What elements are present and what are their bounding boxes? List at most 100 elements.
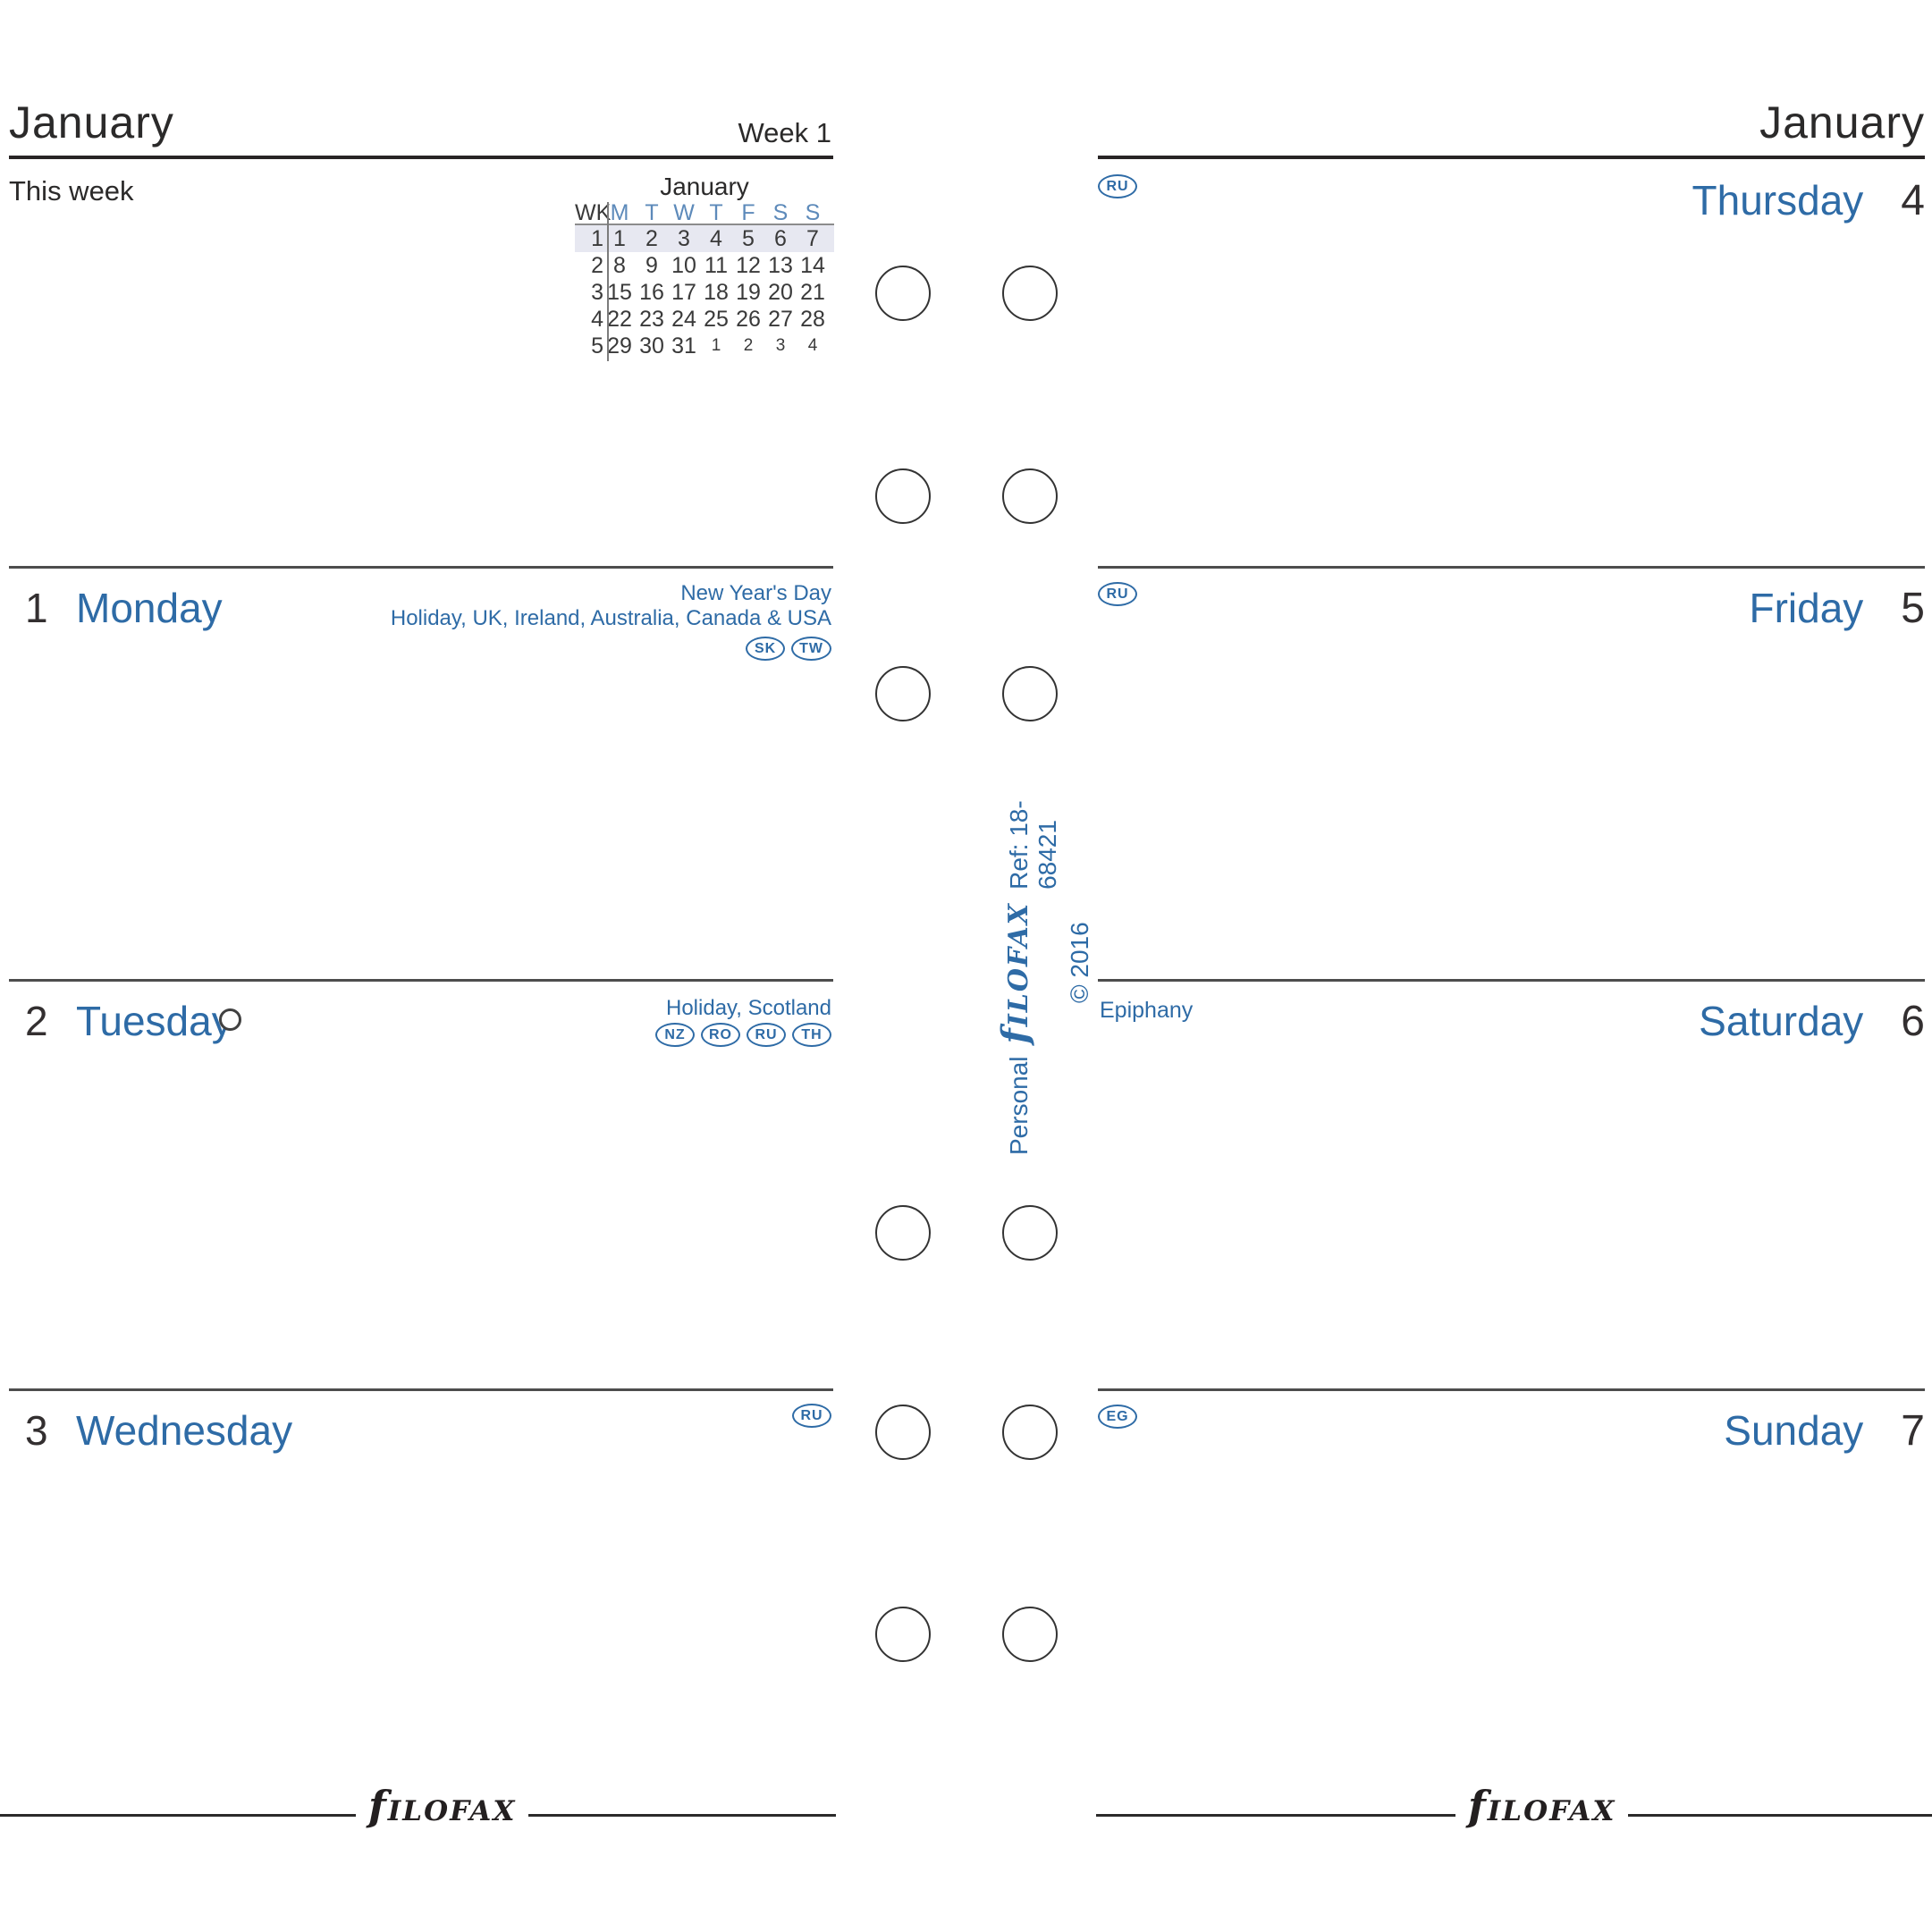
mini-calendar-day-cell: 12 <box>736 253 761 278</box>
mini-calendar-day-cell: 16 <box>639 280 664 305</box>
mini-calendar-day-cell: 7 <box>806 226 819 251</box>
mini-calendar-day-cell: 3 <box>678 226 690 251</box>
mini-calendar-header-row: WK M T W T F S S <box>575 202 834 224</box>
holiday-note: New Year's Day Holiday, UK, Ireland, Aus… <box>391 581 831 631</box>
mini-calendar-day-cell-next-month: 3 <box>775 336 786 355</box>
day-divider-line <box>1098 979 1925 982</box>
mini-calendar-day-cell: 8 <box>613 253 626 278</box>
mini-calendar-day-cell: 9 <box>645 253 658 278</box>
region-badge: TH <box>792 1023 831 1047</box>
mini-calendar-day-cell: 18 <box>704 280 729 305</box>
holiday-line: Holiday, UK, Ireland, Australia, Canada … <box>390 606 831 630</box>
left-header-rule <box>9 156 833 159</box>
punch-hole <box>875 266 931 321</box>
this-week-label: This week <box>9 175 134 207</box>
date-number: 2 <box>25 998 48 1044</box>
mini-calendar-week-col-header: WK <box>575 200 612 225</box>
mini-calendar-day-cell: 11 <box>704 253 728 278</box>
day-divider-line <box>9 566 833 569</box>
mini-calendar-day-letter: S <box>805 200 821 225</box>
punch-hole <box>1002 1205 1058 1261</box>
day-divider-line <box>9 979 833 982</box>
day-header-saturday: Saturday 6 <box>1098 1000 1925 1043</box>
filofax-logo: fILOFAX <box>994 901 1036 1044</box>
day-name-friday: Friday <box>1749 585 1864 631</box>
full-moon-icon <box>219 1008 241 1031</box>
mini-calendar-week-row: 5 29 30 31 1 2 3 4 <box>575 333 834 359</box>
date-number: 7 <box>1901 1407 1925 1455</box>
date-number: 4 <box>1901 177 1925 224</box>
day-name-wednesday: Wednesday <box>76 1407 293 1454</box>
date-number: 6 <box>1901 998 1925 1045</box>
region-badge: NZ <box>655 1023 695 1047</box>
mini-calendar-day-cell: 28 <box>800 307 825 332</box>
holiday-note: Holiday, Scotland <box>666 996 831 1021</box>
mini-calendar-week-row: 4 22 23 24 25 26 27 28 <box>575 306 834 333</box>
punch-hole <box>875 666 931 721</box>
punch-hole <box>875 1405 931 1460</box>
mini-calendar-day-cell: 5 <box>742 226 755 251</box>
filofax-logo-rest: ILOFAX <box>387 1795 517 1827</box>
holiday-region-badges: SK TW <box>746 637 831 661</box>
punch-hole <box>875 468 931 524</box>
holiday-region-badges: NZ RO RU TH <box>655 1023 831 1047</box>
mini-calendar-day-cell: 4 <box>710 226 722 251</box>
region-badge: RU <box>792 1404 831 1428</box>
mini-calendar-day-letter: T <box>645 200 659 225</box>
date-number: 3 <box>25 1407 48 1454</box>
filofax-logo: fILOFAX <box>356 1785 529 1834</box>
day-name-monday: Monday <box>76 585 223 631</box>
mini-calendar-day-cell: 1 <box>613 226 626 251</box>
filofax-logo-initial: f <box>1468 1782 1488 1830</box>
mini-calendar-day-cell: 25 <box>704 307 729 332</box>
holiday-region-badges: RU <box>1098 174 1137 198</box>
punch-hole <box>875 1205 931 1261</box>
mini-calendar-week-col-rule <box>607 202 609 361</box>
holiday-line: Holiday, Scotland <box>666 996 831 1020</box>
mini-calendar-week-row: 2 8 9 10 11 12 13 14 <box>575 252 834 279</box>
ref-number: Ref: 18-68421 <box>1005 800 1061 890</box>
region-badge: RU <box>1098 174 1137 198</box>
day-header-thursday: Thursday 4 <box>1098 180 1925 223</box>
day-name-sunday: Sunday <box>1724 1407 1864 1454</box>
region-badge: TW <box>791 637 831 661</box>
filofax-logo-rest: ILOFAX <box>1487 1795 1616 1827</box>
mini-calendar-day-cell: 2 <box>645 226 658 251</box>
mini-calendar-day-cell: 15 <box>607 280 632 305</box>
filofax-logo-initial: f <box>368 1782 388 1830</box>
mini-calendar-day-cell: 27 <box>768 307 793 332</box>
mini-calendar-day-cell: 6 <box>774 226 787 251</box>
mini-calendar-day-cell: 14 <box>800 253 825 278</box>
mini-calendar-week-number: 4 <box>591 307 603 332</box>
mini-calendar-day-letter: M <box>610 200 629 225</box>
punch-hole <box>1002 1607 1058 1662</box>
punch-hole <box>1002 666 1058 721</box>
mini-month-calendar: January WK M T W T F S S 1 1 2 3 4 5 6 7… <box>575 172 834 361</box>
mini-calendar-week-number: 3 <box>591 280 603 305</box>
mini-calendar-week-number: 2 <box>591 253 603 278</box>
filofax-logo: fILOFAX <box>1455 1785 1629 1834</box>
mini-calendar-day-cell: 20 <box>768 280 793 305</box>
mini-calendar-week-row-current: 1 1 2 3 4 5 6 7 <box>575 225 834 252</box>
holiday-region-badges: RU <box>792 1404 831 1428</box>
mini-calendar-day-cell: 22 <box>607 307 632 332</box>
region-badge: RU <box>1098 582 1137 606</box>
day-header-sunday: Sunday 7 <box>1098 1410 1925 1453</box>
mini-calendar-header-rule <box>575 224 834 225</box>
punch-hole <box>1002 1405 1058 1460</box>
holiday-region-badges: EG <box>1098 1405 1137 1429</box>
mini-calendar-day-cell-next-month: 1 <box>711 336 721 355</box>
left-page-month-title: January <box>9 97 174 148</box>
date-number: 1 <box>25 585 48 631</box>
filofax-logo-rest: ILOFAX <box>1003 901 1034 1027</box>
copyright-label: © 2016 <box>1066 922 1093 1003</box>
holiday-line: New Year's Day <box>680 581 831 605</box>
day-divider-line <box>1098 1388 1925 1391</box>
spine-imprint: Personal fILOFAX Ref: 18-68421 © 2016 <box>994 780 1093 1155</box>
mini-calendar-week-row: 3 15 16 17 18 19 20 21 <box>575 279 834 306</box>
region-badge: EG <box>1098 1405 1137 1429</box>
region-badge: RU <box>747 1023 786 1047</box>
mini-calendar-day-letter: W <box>673 200 695 225</box>
mini-calendar-day-cell: 21 <box>800 280 825 305</box>
